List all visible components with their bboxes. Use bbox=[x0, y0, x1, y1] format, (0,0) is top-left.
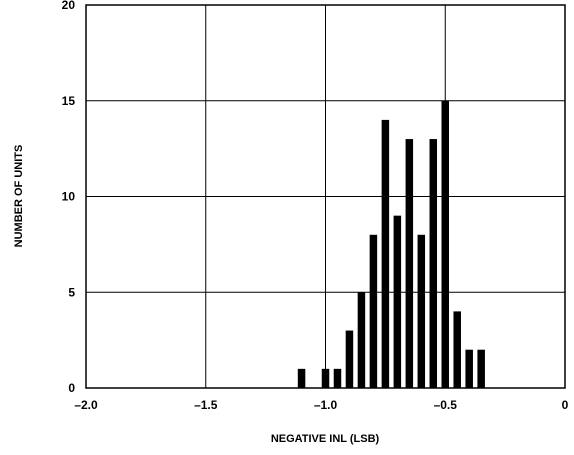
x-tick-labels: –2.0 –1.5 –1.0 –0.5 0 bbox=[74, 398, 568, 412]
plot-frame bbox=[85, 4, 566, 389]
x-tick-label: –1.5 bbox=[194, 398, 218, 412]
histogram-bar bbox=[405, 139, 414, 388]
bars bbox=[297, 100, 485, 389]
x-tick-label: –2.0 bbox=[74, 398, 98, 412]
y-tick-labels: 0 5 10 15 20 bbox=[62, 0, 76, 395]
histogram-bar bbox=[381, 119, 390, 389]
y-tick-label: 0 bbox=[68, 381, 75, 395]
histogram-bar bbox=[429, 139, 438, 388]
histogram-bar bbox=[441, 100, 449, 388]
y-axis-title: NUMBER OF UNITS bbox=[13, 145, 25, 248]
histogram-bar bbox=[333, 368, 342, 388]
histogram-bar bbox=[357, 292, 366, 388]
histogram-bar bbox=[321, 368, 330, 388]
histogram-bar bbox=[417, 234, 426, 388]
x-axis-title: NEGATIVE INL (LSB) bbox=[271, 433, 380, 445]
histogram-bar bbox=[453, 311, 461, 388]
histogram-bar bbox=[393, 215, 402, 388]
histogram-bar bbox=[297, 368, 306, 388]
y-tick-label: 20 bbox=[62, 0, 76, 12]
y-tick-label: 15 bbox=[62, 94, 76, 108]
grid-lines bbox=[85, 4, 566, 389]
histogram-bar bbox=[345, 330, 354, 388]
x-tick-label: –0.5 bbox=[434, 398, 458, 412]
y-tick-label: 10 bbox=[62, 190, 76, 204]
x-tick-label: –1.0 bbox=[314, 398, 338, 412]
y-tick-label: 5 bbox=[68, 285, 75, 299]
histogram-bar bbox=[477, 349, 485, 388]
histogram-bar bbox=[369, 234, 378, 388]
histogram-bar bbox=[465, 349, 473, 388]
x-tick-label: 0 bbox=[562, 398, 569, 412]
